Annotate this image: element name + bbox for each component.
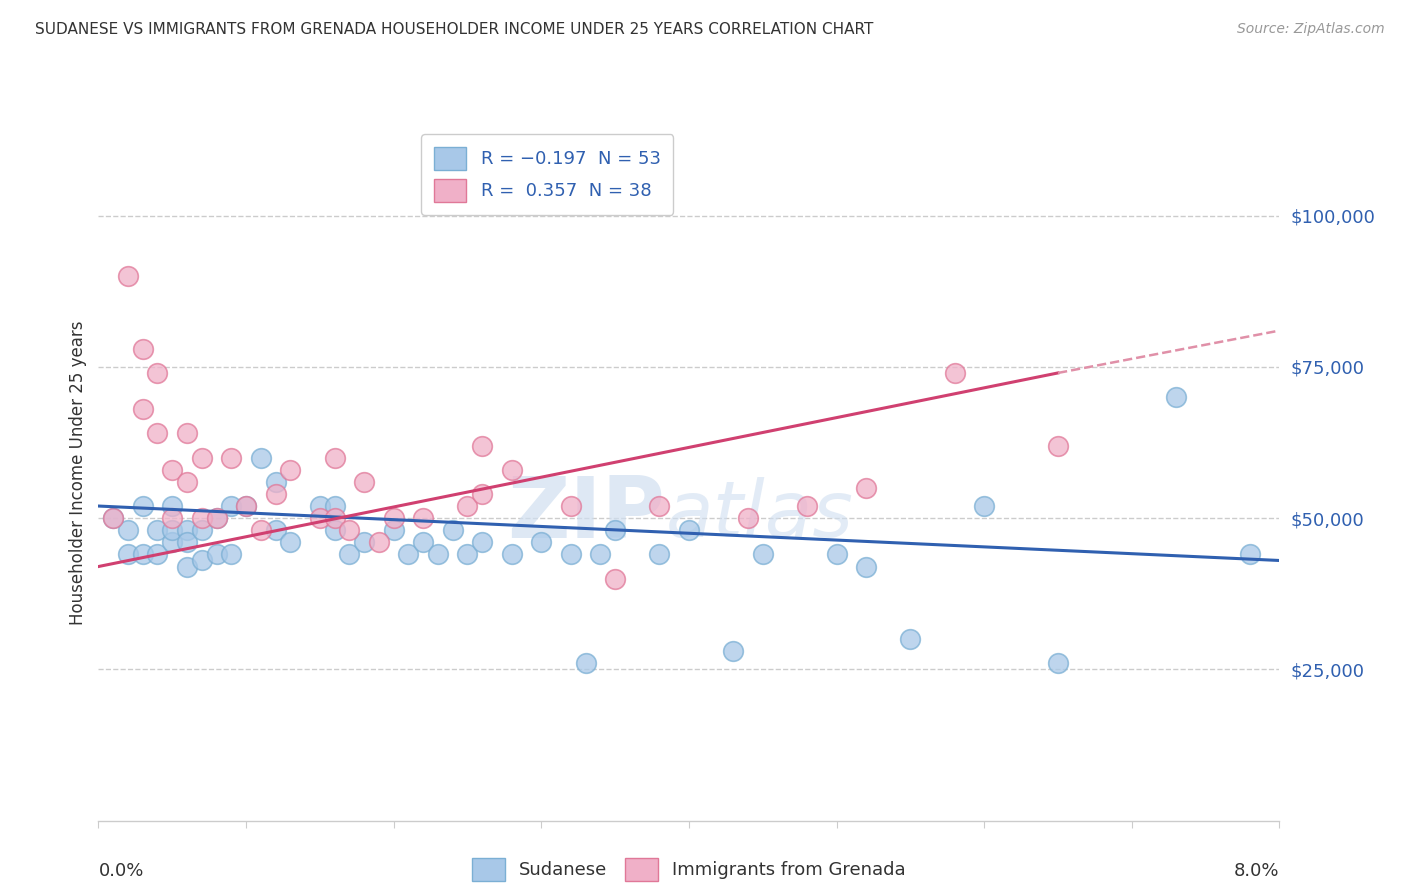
Point — [219, 450, 242, 465]
Point — [396, 548, 419, 562]
Point — [146, 426, 169, 441]
Point — [751, 548, 773, 562]
Point — [323, 523, 346, 537]
Point — [323, 450, 346, 465]
Point — [205, 511, 228, 525]
Text: SUDANESE VS IMMIGRANTS FROM GRENADA HOUSEHOLDER INCOME UNDER 25 YEARS CORRELATIO: SUDANESE VS IMMIGRANTS FROM GRENADA HOUS… — [35, 22, 873, 37]
Point — [132, 548, 155, 562]
Point — [235, 499, 257, 513]
Point — [191, 511, 214, 525]
Point — [264, 523, 287, 537]
Point — [1046, 438, 1069, 452]
Point — [943, 366, 966, 380]
Point — [721, 644, 744, 658]
Point — [250, 450, 273, 465]
Text: 8.0%: 8.0% — [1234, 863, 1279, 880]
Point — [382, 523, 405, 537]
Point — [117, 269, 139, 284]
Point — [176, 426, 198, 441]
Point — [308, 499, 332, 513]
Point — [191, 553, 214, 567]
Point — [471, 487, 494, 501]
Point — [132, 499, 155, 513]
Point — [574, 657, 596, 671]
Point — [855, 559, 877, 574]
Point — [353, 535, 375, 549]
Point — [898, 632, 921, 647]
Point — [648, 548, 671, 562]
Point — [605, 523, 627, 537]
Point — [323, 499, 346, 513]
Point — [191, 523, 214, 537]
Point — [146, 523, 169, 537]
Point — [103, 511, 124, 525]
Text: ZIP: ZIP — [508, 473, 665, 556]
Point — [426, 548, 449, 562]
Point — [308, 511, 332, 525]
Point — [264, 487, 287, 501]
Point — [132, 342, 155, 356]
Point — [471, 535, 494, 549]
Point — [1046, 657, 1069, 671]
Point — [162, 511, 183, 525]
Point — [456, 499, 478, 513]
Point — [176, 475, 198, 489]
Point — [162, 463, 183, 477]
Point — [191, 450, 214, 465]
Point — [337, 548, 360, 562]
Point — [796, 499, 818, 513]
Point — [973, 499, 995, 513]
Legend: Sudanese, Immigrants from Grenada: Sudanese, Immigrants from Grenada — [461, 847, 917, 892]
Point — [648, 499, 671, 513]
Point — [176, 535, 198, 549]
Point — [278, 535, 301, 549]
Point — [678, 523, 700, 537]
Point — [176, 559, 198, 574]
Point — [456, 548, 478, 562]
Point — [412, 535, 434, 549]
Point — [205, 548, 228, 562]
Point — [219, 548, 242, 562]
Point — [855, 481, 877, 495]
Point — [382, 511, 405, 525]
Point — [530, 535, 553, 549]
Text: atlas: atlas — [665, 476, 853, 552]
Point — [176, 523, 198, 537]
Point — [162, 523, 183, 537]
Point — [471, 438, 494, 452]
Point — [264, 475, 287, 489]
Point — [146, 548, 169, 562]
Point — [132, 402, 155, 417]
Point — [117, 523, 139, 537]
Point — [412, 511, 434, 525]
Point — [605, 572, 627, 586]
Text: Source: ZipAtlas.com: Source: ZipAtlas.com — [1237, 22, 1385, 37]
Point — [250, 523, 273, 537]
Text: 0.0%: 0.0% — [98, 863, 143, 880]
Point — [146, 366, 169, 380]
Point — [441, 523, 464, 537]
Point — [205, 511, 228, 525]
Point — [737, 511, 759, 525]
Point — [337, 523, 360, 537]
Point — [589, 548, 612, 562]
Point — [1239, 548, 1261, 562]
Y-axis label: Householder Income Under 25 years: Householder Income Under 25 years — [69, 320, 87, 625]
Point — [501, 463, 523, 477]
Point — [103, 511, 124, 525]
Point — [560, 548, 582, 562]
Point — [825, 548, 848, 562]
Point — [323, 511, 346, 525]
Point — [278, 463, 301, 477]
Point — [1164, 390, 1187, 404]
Point — [353, 475, 375, 489]
Point — [219, 499, 242, 513]
Point — [367, 535, 389, 549]
Point — [162, 499, 183, 513]
Point — [560, 499, 582, 513]
Point — [117, 548, 139, 562]
Point — [235, 499, 257, 513]
Point — [501, 548, 523, 562]
Point — [162, 535, 183, 549]
